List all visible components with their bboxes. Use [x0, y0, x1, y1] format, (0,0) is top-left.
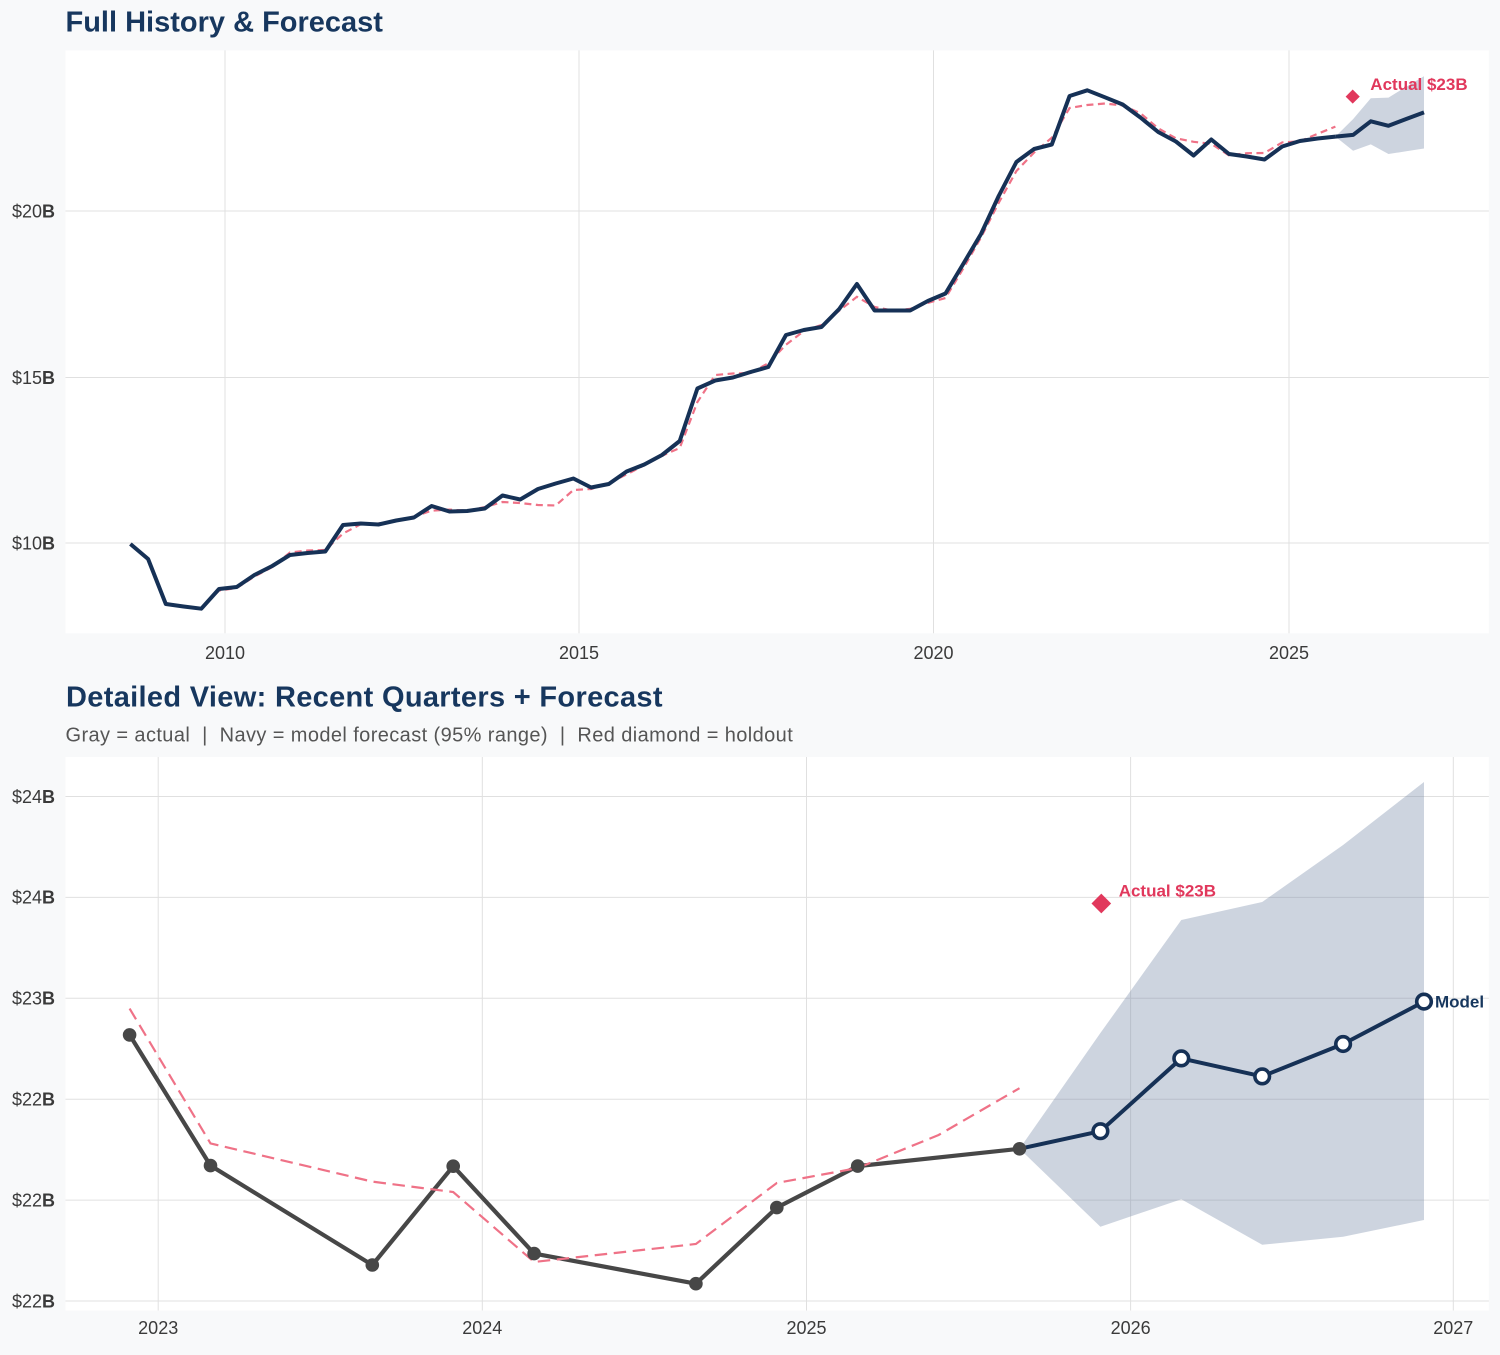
svg-text:$15B: $15B: [12, 368, 55, 388]
svg-text:$24B: $24B: [12, 888, 55, 908]
svg-text:$22B: $22B: [12, 1291, 55, 1311]
svg-text:Actual $23B: Actual $23B: [1119, 882, 1216, 901]
svg-text:Detailed View: Recent Quarters: Detailed View: Recent Quarters + Forecas…: [66, 682, 663, 714]
svg-text:2015: 2015: [559, 643, 599, 663]
svg-text:2023: 2023: [138, 1318, 178, 1338]
svg-text:2025: 2025: [1269, 643, 1309, 663]
svg-text:2025: 2025: [786, 1318, 826, 1338]
svg-text:2026: 2026: [1111, 1318, 1151, 1338]
svg-text:2024: 2024: [462, 1318, 502, 1338]
svg-text:Full History & Forecast: Full History & Forecast: [66, 7, 384, 39]
svg-text:$23B: $23B: [12, 989, 55, 1009]
svg-text:2010: 2010: [205, 643, 245, 663]
svg-text:$20B: $20B: [12, 201, 55, 221]
svg-text:2027: 2027: [1433, 1318, 1473, 1338]
svg-text:Model: Model: [1435, 993, 1484, 1012]
svg-text:$22B: $22B: [12, 1090, 55, 1110]
svg-text:Gray = actual | Navy = model: Gray = actual | Navy = model forecast (9…: [66, 724, 794, 746]
svg-text:$22B: $22B: [12, 1190, 55, 1210]
svg-text:Actual $23B: Actual $23B: [1370, 75, 1467, 94]
svg-text:$24B: $24B: [12, 787, 55, 807]
svg-text:2020: 2020: [913, 643, 953, 663]
svg-text:$10B: $10B: [12, 533, 55, 553]
